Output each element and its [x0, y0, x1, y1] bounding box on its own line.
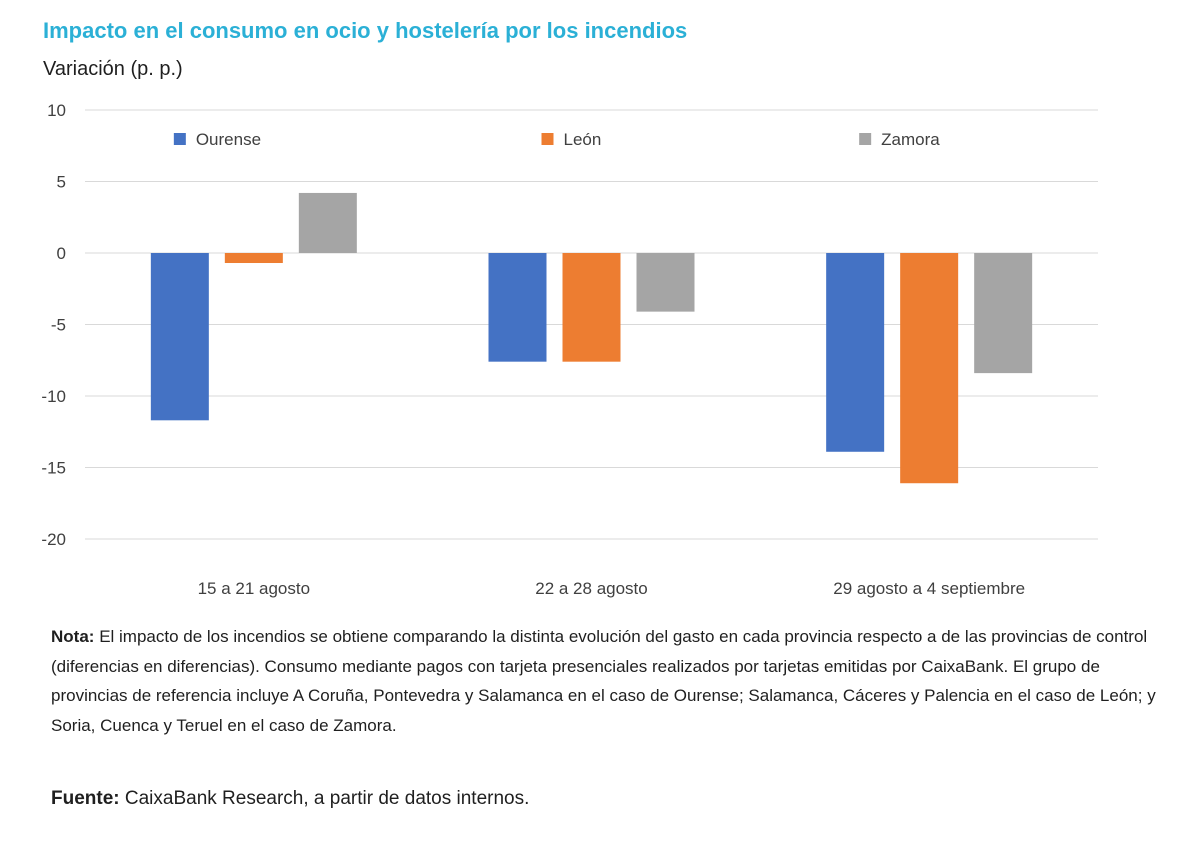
chart-title: Impacto en el consumo en ocio y hosteler…	[43, 18, 688, 43]
legend-swatch	[173, 133, 186, 145]
note-text: El impacto de los incendios se obtiene c…	[51, 627, 1156, 735]
y-tick-label: -5	[51, 316, 66, 335]
note-label: Nota:	[51, 627, 95, 646]
source-text: CaixaBank Research, a partir de datos in…	[124, 788, 530, 809]
bar-leon	[224, 253, 283, 264]
bar-leon	[562, 253, 621, 362]
legend-label: Ourense	[196, 130, 261, 149]
bar-zamora	[974, 253, 1033, 374]
x-tick-label: 29 agosto a 4 septiembre	[833, 579, 1025, 598]
legend-label: Zamora	[881, 130, 940, 149]
bar-ourense	[150, 253, 209, 421]
bar-zamora	[298, 192, 357, 253]
legend-swatch	[541, 133, 554, 145]
legend-label: León	[564, 130, 602, 149]
bars	[150, 192, 1033, 484]
legend: Ourense León Zamora	[173, 130, 940, 149]
chart-note: Nota: El impacto de los incendios se obt…	[51, 622, 1181, 740]
y-tick-label: 0	[57, 244, 66, 263]
x-tick-label: 22 a 28 agosto	[535, 579, 647, 598]
bar-zamora	[636, 253, 695, 312]
y-tick-label: 5	[57, 173, 66, 192]
x-tick-label: 15 a 21 agosto	[198, 579, 310, 598]
bar-chart: 10 5 0 -5 -10 -15 -20 15 a 21 agosto 22 a 28 ag…	[41, 101, 1098, 598]
y-tick-label: -20	[41, 530, 66, 549]
source-label: Fuente:	[51, 788, 120, 809]
y-tick-label: 10	[47, 101, 66, 120]
y-axis-label: Variación (p. p.)	[43, 58, 183, 80]
x-axis-ticks: 15 a 21 agosto 22 a 28 agosto 29 agosto a …	[198, 579, 1026, 598]
legend-swatch	[859, 133, 872, 145]
bar-ourense	[488, 253, 547, 362]
y-tick-label: -10	[41, 387, 66, 406]
y-axis-ticks: 10 5 0 -5 -10 -15 -20	[41, 101, 66, 549]
bar-ourense	[826, 253, 885, 452]
y-tick-label: -15	[41, 459, 66, 478]
bar-leon	[900, 253, 959, 484]
chart-source: Fuente: CaixaBank Research, a partir de …	[51, 788, 529, 810]
